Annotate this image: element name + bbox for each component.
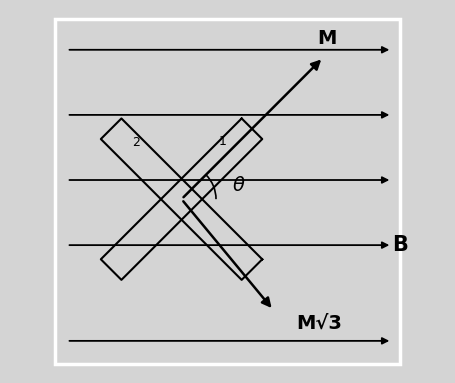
Text: θ: θ — [233, 176, 245, 195]
Text: 2: 2 — [132, 136, 140, 149]
Text: M: M — [318, 29, 337, 48]
Text: M√3: M√3 — [297, 314, 342, 333]
Text: B: B — [392, 235, 408, 255]
Text: 1: 1 — [219, 135, 227, 148]
